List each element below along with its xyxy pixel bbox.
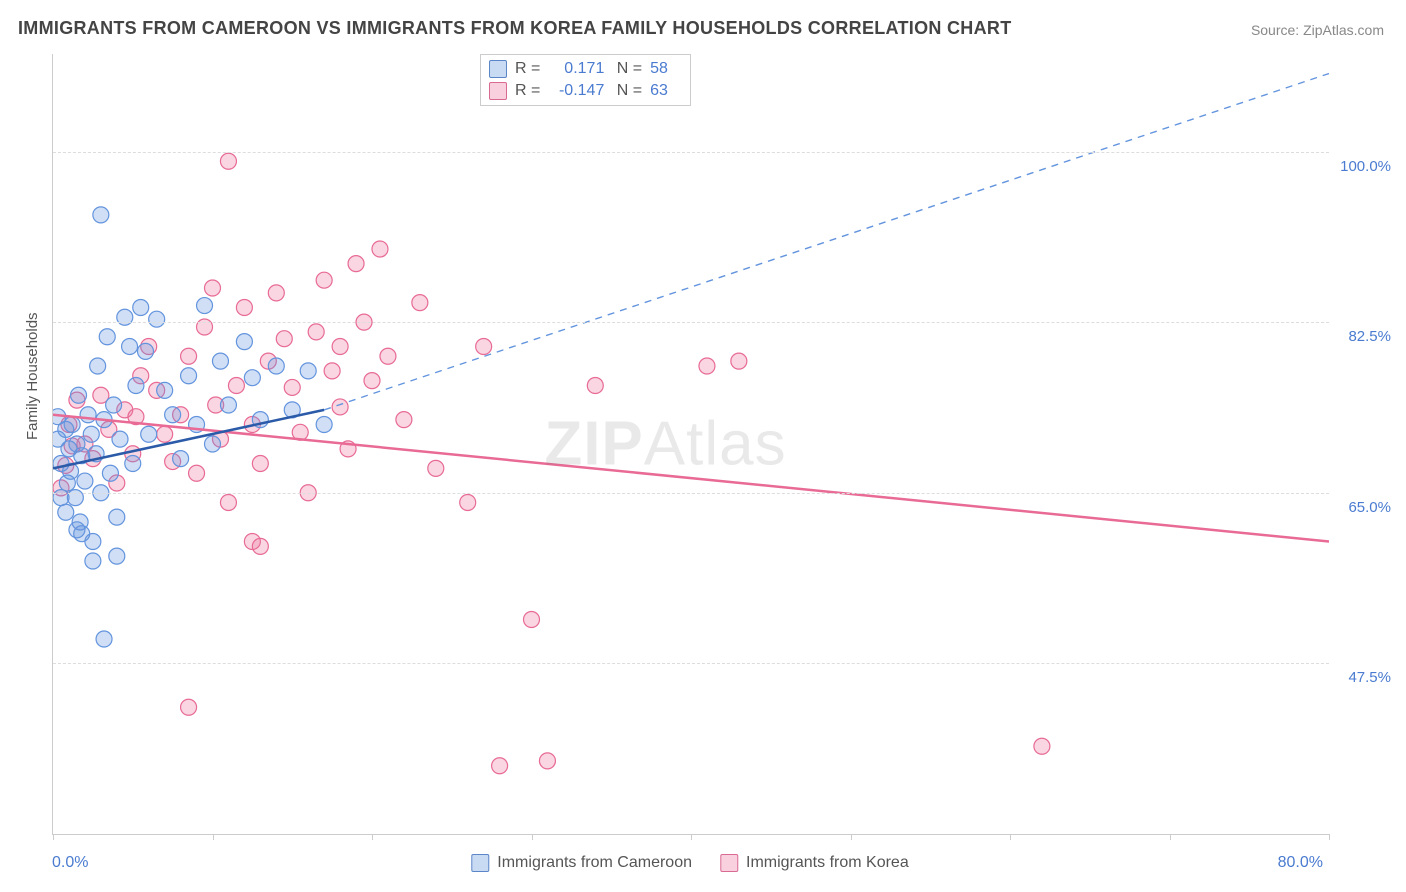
legend-label-cameroon: Immigrants from Cameroon: [497, 854, 692, 872]
legend-item-cameroon: Immigrants from Cameroon: [471, 854, 692, 872]
swatch-korea: [489, 82, 507, 100]
stats-row-korea: R = -0.147 N = 63: [489, 80, 680, 102]
y-tick-label: 82.5%: [1336, 328, 1391, 345]
source-attribution: Source: ZipAtlas.com: [1251, 22, 1384, 38]
x-tick: [1010, 834, 1011, 840]
x-axis-min-label: 0.0%: [52, 854, 88, 872]
stat-r-korea: -0.147: [548, 80, 604, 102]
gridline: [53, 493, 1329, 494]
stat-label-n: N =: [612, 58, 642, 80]
stat-r-cameroon: 0.171: [548, 58, 604, 80]
x-tick: [1170, 834, 1171, 840]
stat-n-korea: 63: [650, 80, 680, 102]
plot-area: ZIPAtlas 100.0%82.5%65.0%47.5%: [52, 54, 1329, 835]
stat-label-r: R =: [515, 58, 540, 80]
gridline: [53, 152, 1329, 153]
series-legend: Immigrants from Cameroon Immigrants from…: [471, 854, 908, 872]
gridline: [53, 322, 1329, 323]
y-axis-label: Family Households: [24, 312, 41, 440]
y-tick-label: 47.5%: [1336, 669, 1391, 686]
x-tick: [1329, 834, 1330, 840]
y-tick-label: 65.0%: [1336, 499, 1391, 516]
y-tick-label: 100.0%: [1336, 158, 1391, 175]
gridline: [53, 663, 1329, 664]
swatch-cameroon: [489, 60, 507, 78]
stats-row-cameroon: R = 0.171 N = 58: [489, 58, 680, 80]
correlation-stats-legend: R = 0.171 N = 58 R = -0.147 N = 63: [480, 54, 691, 106]
legend-item-korea: Immigrants from Korea: [720, 854, 909, 872]
chart-container: IMMIGRANTS FROM CAMEROON VS IMMIGRANTS F…: [0, 0, 1406, 892]
stat-label-r: R =: [515, 80, 540, 102]
stat-n-cameroon: 58: [650, 58, 680, 80]
chart-title: IMMIGRANTS FROM CAMEROON VS IMMIGRANTS F…: [18, 18, 1012, 39]
x-axis-max-label: 80.0%: [1278, 854, 1323, 872]
swatch-korea: [720, 854, 738, 872]
scatter-svg: [53, 54, 1329, 834]
x-axis-area: 0.0% 80.0% Immigrants from Cameroon Immi…: [52, 842, 1328, 884]
x-tick: [372, 834, 373, 840]
x-tick: [53, 834, 54, 840]
swatch-cameroon: [471, 854, 489, 872]
x-tick: [532, 834, 533, 840]
legend-label-korea: Immigrants from Korea: [746, 854, 909, 872]
stat-label-n: N =: [612, 80, 642, 102]
x-tick: [691, 834, 692, 840]
x-tick: [851, 834, 852, 840]
x-tick: [213, 834, 214, 840]
